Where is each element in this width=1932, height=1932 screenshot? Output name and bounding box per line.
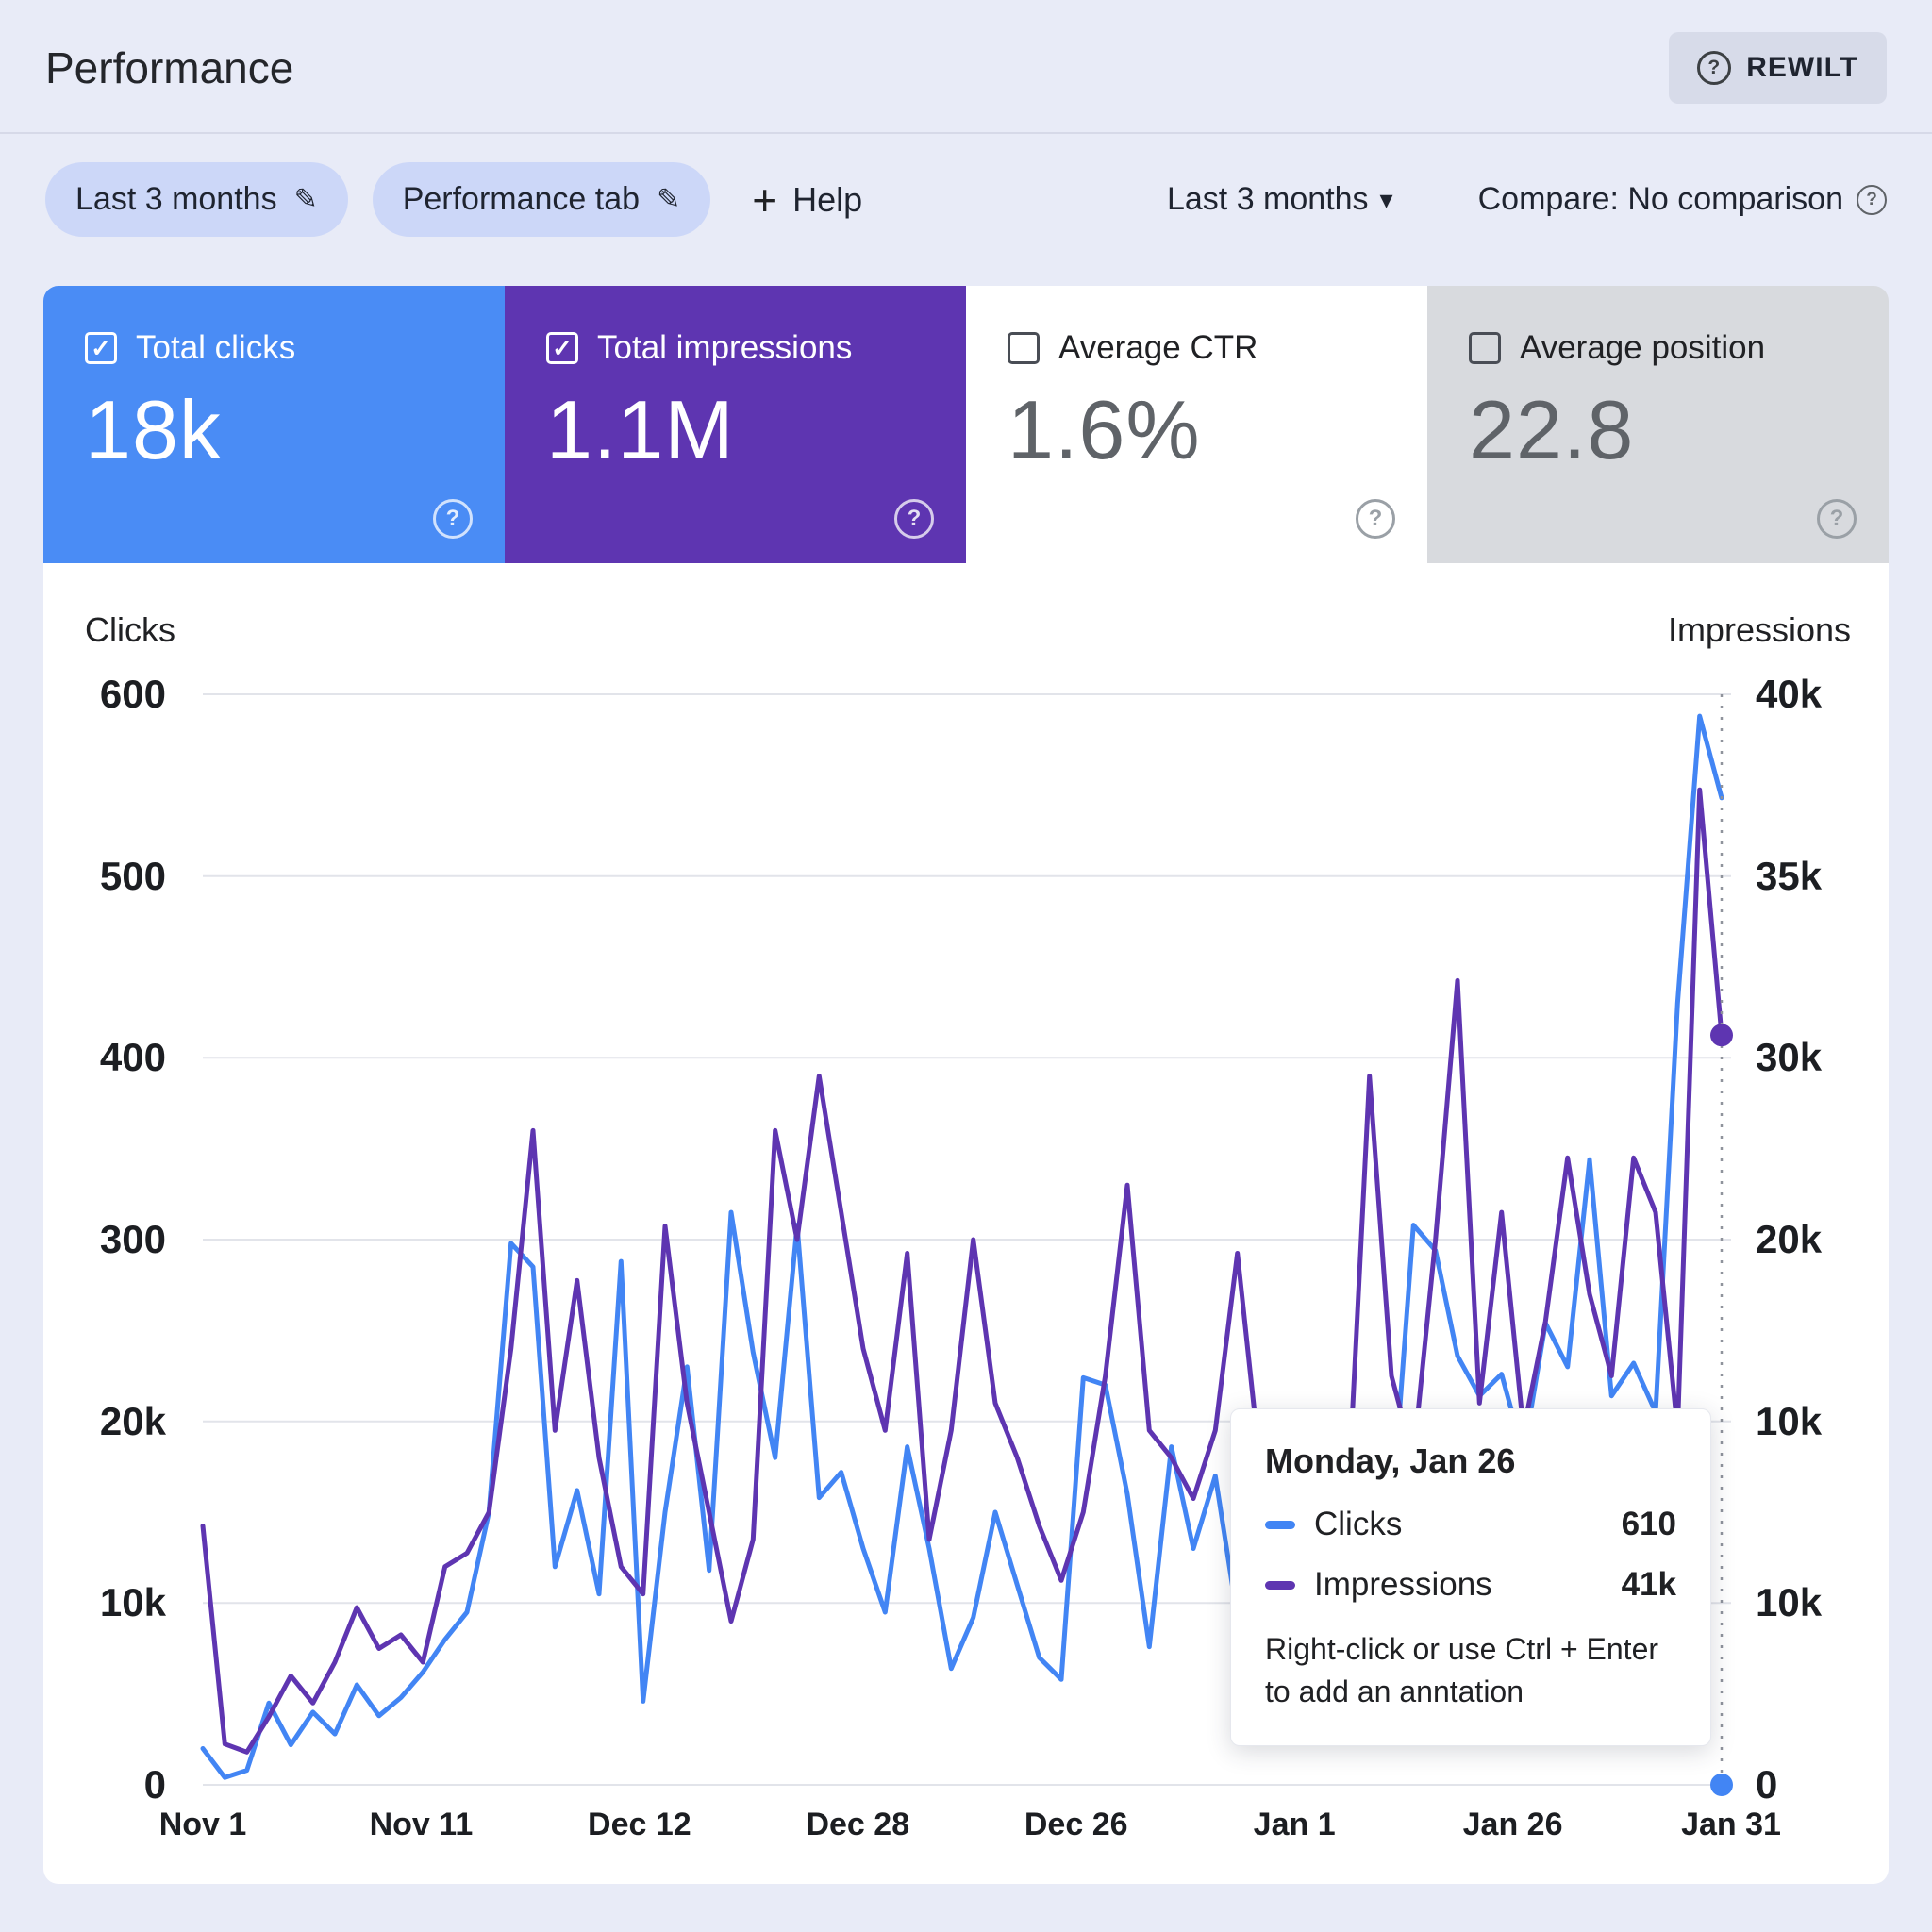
chevron-down-icon: ▾ xyxy=(1379,185,1393,214)
metric-card-average-ctr[interactable]: Average CTR 1.6% ? xyxy=(966,286,1427,563)
y-tick-label: 400 xyxy=(99,1035,166,1080)
edit-icon: ✎ xyxy=(657,184,681,215)
x-tick-label: Jan 26 xyxy=(1462,1807,1563,1842)
filter-chip-search-type[interactable]: Performance tab ✎ xyxy=(372,162,711,237)
filter-bar: Last 3 months ✎ Performance tab ✎ + Help… xyxy=(0,134,1932,265)
page-title: Performance xyxy=(45,43,294,92)
x-tick-label: Dec 28 xyxy=(806,1807,910,1842)
compare-label: Compare: No comparison xyxy=(1477,181,1843,217)
checkbox-unchecked-icon[interactable] xyxy=(1469,332,1501,364)
y-tick-label: 300 xyxy=(99,1217,166,1261)
new-filter-button[interactable]: + Help xyxy=(752,175,863,225)
y-axis-left: 600 500 400 300 20k 10k 0 xyxy=(43,672,183,1807)
metric-card-label: Average CTR xyxy=(1058,329,1258,366)
y-tick-label: 600 xyxy=(99,672,166,716)
x-tick-label: Nov 11 xyxy=(369,1807,474,1842)
y-tick-label: 30k xyxy=(1756,1035,1823,1080)
y-tick-label: 500 xyxy=(99,853,166,898)
filter-chip-date-range[interactable]: Last 3 months ✎ xyxy=(45,162,348,237)
right-axis-title: Impressions xyxy=(1667,610,1851,649)
metric-card-value: 1.6% xyxy=(1008,383,1201,476)
metric-card-label: Total impressions xyxy=(597,329,853,366)
page-header: Performance ? REWILT xyxy=(0,0,1932,132)
y-tick-label: 10k xyxy=(1756,1398,1823,1443)
new-filter-label: Help xyxy=(792,179,863,219)
compare-control[interactable]: Compare: No comparison ? xyxy=(1478,181,1887,218)
checkbox-checked-icon[interactable]: ✓ xyxy=(85,332,117,364)
tooltip-row-value: 41k xyxy=(1621,1566,1676,1603)
x-tick-label: Nov 1 xyxy=(158,1807,247,1842)
y-tick-label: 20k xyxy=(99,1398,166,1443)
info-icon: ? xyxy=(1857,184,1887,215)
metric-card-average-position[interactable]: Average position 22.8 ? xyxy=(1427,286,1889,563)
metric-card-total-clicks[interactable]: ✓ Total clicks 18k ? xyxy=(43,286,505,563)
tooltip-row-value: 610 xyxy=(1621,1506,1676,1542)
help-icon: ? xyxy=(1697,51,1732,85)
help-icon[interactable]: ? xyxy=(1817,499,1857,539)
tooltip-row-clicks: Clicks 610 xyxy=(1265,1506,1676,1543)
metric-card-total-impressions[interactable]: ✓ Total impressions 1.1M ? xyxy=(505,286,966,563)
plus-icon: + xyxy=(752,175,778,225)
y-tick-label: 10k xyxy=(99,1580,166,1625)
metric-card-value: 1.1M xyxy=(546,383,735,476)
y-tick-label: 40k xyxy=(1756,672,1823,716)
checkbox-checked-icon[interactable]: ✓ xyxy=(546,332,578,364)
filter-chip-label: Performance tab xyxy=(402,181,641,217)
date-range-value: Last 3 months xyxy=(1166,181,1369,217)
metric-card-value: 18k xyxy=(85,383,222,476)
tooltip-annotation-hint: Right-click or use Ctrl + Enter to add a… xyxy=(1265,1632,1659,1708)
date-range-dropdown[interactable]: Last 3 months ▾ xyxy=(1167,181,1393,218)
y-tick-label: 0 xyxy=(1756,1762,1778,1807)
y-tick-label: 10k xyxy=(1756,1580,1823,1625)
y-tick-label: 35k xyxy=(1756,853,1823,898)
y-axis-right: 40k 35k 30k 20k 10k 10k 0 xyxy=(1756,672,1888,1807)
x-tick-label: Dec 12 xyxy=(588,1807,691,1842)
metric-card-label: Average position xyxy=(1520,329,1766,366)
x-axis-labels: Nov 1 Nov 11 Dec 12 Dec 28 Dec 26 Jan 1 Jan 26… xyxy=(159,1807,1781,1854)
metric-card-label: Total clicks xyxy=(136,329,296,366)
main-content: ✓ Total clicks 18k ? ✓ Total impressions… xyxy=(43,286,1889,1884)
tooltip-row-label: Impressions xyxy=(1314,1566,1492,1603)
help-icon[interactable]: ? xyxy=(433,499,473,539)
rewilt-button[interactable]: ? REWILT xyxy=(1669,32,1887,104)
help-icon[interactable]: ? xyxy=(1356,499,1395,539)
clicks-series-dash-icon xyxy=(1265,1520,1295,1529)
tooltip-date: Monday, Jan 26 xyxy=(1265,1441,1516,1480)
filter-chip-label: Last 3 months xyxy=(75,181,277,217)
help-icon[interactable]: ? xyxy=(894,499,934,539)
x-tick-label: Jan 31 xyxy=(1681,1807,1781,1842)
left-axis-title: Clicks xyxy=(85,610,175,649)
tooltip-row-impressions: Impressions 41k xyxy=(1265,1566,1676,1604)
header-divider xyxy=(0,132,1932,134)
edit-icon: ✎ xyxy=(293,184,318,215)
rewilt-button-label: REWILT xyxy=(1746,52,1858,83)
y-tick-label: 20k xyxy=(1756,1217,1823,1261)
chart-tooltip: Monday, Jan 26 Clicks 610 Impressions 41… xyxy=(1230,1408,1711,1746)
impressions-series-dash-icon xyxy=(1265,1580,1295,1590)
y-tick-label: 0 xyxy=(143,1762,166,1807)
performance-chart: Clicks Impressions 600 500 400 300 20k 10k 0 4… xyxy=(43,563,1889,1884)
checkbox-unchecked-icon[interactable] xyxy=(1008,332,1040,364)
x-tick-label: Jan 1 xyxy=(1253,1807,1336,1842)
tooltip-row-label: Clicks xyxy=(1314,1506,1403,1542)
x-tick-label: Dec 26 xyxy=(1024,1807,1128,1842)
metric-card-value: 22.8 xyxy=(1469,383,1635,476)
metric-cards: ✓ Total clicks 18k ? ✓ Total impressions… xyxy=(43,286,1889,563)
